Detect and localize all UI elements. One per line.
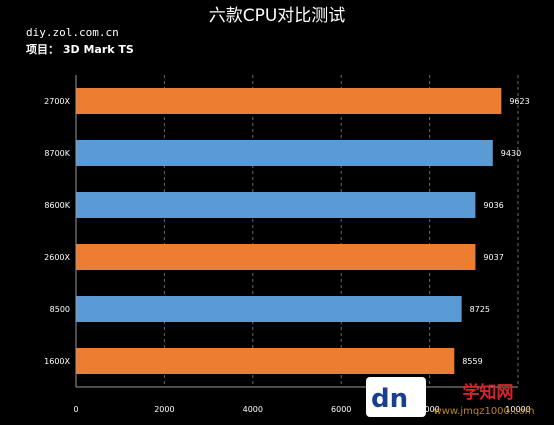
x-tick-label: 6000 bbox=[331, 405, 351, 414]
chart-title: 六款CPU对比测试 bbox=[209, 6, 346, 26]
x-tick-label: 0 bbox=[73, 405, 78, 414]
bar bbox=[76, 296, 462, 322]
x-tick-label: 4000 bbox=[243, 405, 263, 414]
project-label: 项目： 3D Mark TS bbox=[26, 43, 134, 56]
bar bbox=[76, 140, 493, 166]
watermark-logo-text: dn bbox=[371, 384, 408, 414]
gridlines bbox=[163, 75, 519, 387]
watermark-site-url: www.jmqz1000.com bbox=[434, 406, 535, 417]
value-label: 9037 bbox=[483, 253, 503, 262]
value-label: 9430 bbox=[501, 149, 521, 158]
category-label: 1600X bbox=[44, 357, 70, 366]
bar bbox=[76, 348, 455, 374]
value-label: 8559 bbox=[462, 357, 482, 366]
x-tick-label: 10000 bbox=[505, 405, 530, 414]
source-label: diy.zol.com.cn bbox=[26, 26, 119, 39]
bar bbox=[76, 244, 476, 270]
category-label: 2700X bbox=[44, 97, 70, 106]
watermark-logo-box bbox=[366, 377, 426, 417]
category-label: 8500 bbox=[50, 305, 70, 314]
value-label: 8725 bbox=[470, 305, 490, 314]
bars: 2700X 9623 8700K 9430 8600K 9036 2600X 9037 8500… bbox=[44, 88, 530, 374]
watermark-site-name: 学知网 bbox=[463, 382, 514, 403]
category-label: 8700K bbox=[44, 149, 70, 158]
bar bbox=[76, 192, 476, 218]
bar bbox=[76, 88, 502, 114]
x-axis: 0 2000 4000 6000 8000 10000 bbox=[73, 75, 531, 414]
x-tick-label: 2000 bbox=[154, 405, 174, 414]
watermark: dn 学知网 www.jmqz1000.com bbox=[366, 377, 534, 417]
x-tick-label: 8000 bbox=[419, 405, 439, 414]
value-label: 9623 bbox=[509, 97, 529, 106]
category-label: 2600X bbox=[44, 253, 70, 262]
category-label: 8600K bbox=[44, 201, 70, 210]
value-label: 9036 bbox=[483, 201, 503, 210]
